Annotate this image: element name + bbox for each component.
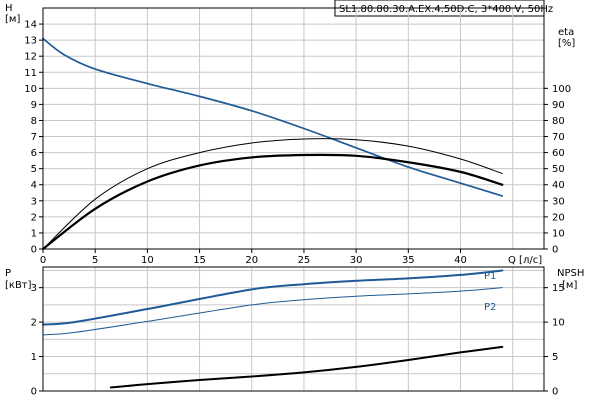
x-tick-label-3: 15 <box>193 255 206 266</box>
y-left-tick-label-top-14: 14 <box>24 20 37 31</box>
y-right-tick-label-top-0: 0 <box>552 245 558 256</box>
chart-title: SL1.80.80.30.A.EX.4.50D.C, 3*400 V, 50Hz <box>339 4 553 15</box>
top-y-left-label-line1: H <box>5 3 13 14</box>
series-line-eta-thick <box>41 153 504 251</box>
series-line-p2 <box>42 287 503 336</box>
series-line-h <box>42 37 504 197</box>
bottom-y-right-label-line1: NPSH <box>557 268 584 279</box>
top-x-label: Q [л/с] <box>508 255 542 266</box>
y-right-tick-label-top-1: 10 <box>552 228 565 239</box>
bottom-plot-frame <box>42 266 545 392</box>
y-left-tick-label-top-3: 3 <box>31 196 37 207</box>
y-right-tick-label-top-4: 40 <box>552 180 565 191</box>
y-left-tick-label-top-8: 8 <box>31 116 37 127</box>
y-left-tick-label-top-12: 12 <box>24 52 37 63</box>
top-plot-ticks: 0 5 10 15 20 25 30 35 40012345678910111213140102… <box>24 20 571 266</box>
y-left-tick-label-top-2: 2 <box>31 212 37 223</box>
x-tick-label-6: 30 <box>350 255 363 266</box>
y-right-tick-label-top-5: 50 <box>552 164 565 175</box>
top-y-right-label-line1: eta <box>558 27 574 38</box>
y-left-tick-label-top-4: 4 <box>31 180 37 191</box>
y-right-tick-label-top-3: 30 <box>552 196 565 207</box>
series-line-npsh <box>109 345 504 389</box>
y-left-tick-label-bottom-3: 3 <box>31 283 37 294</box>
bottom-plot-series <box>42 269 504 389</box>
y-left-tick-label-bottom-2: 2 <box>31 318 37 329</box>
y-left-tick-label-top-0: 0 <box>31 245 37 256</box>
y-left-tick-label-top-10: 10 <box>24 84 37 95</box>
y-left-tick-label-top-7: 7 <box>31 132 37 143</box>
x-tick-label-4: 20 <box>245 255 258 266</box>
y-left-tick-label-top-6: 6 <box>31 148 37 159</box>
legend-p2: P2 <box>484 302 496 313</box>
y-left-tick-label-top-5: 5 <box>31 164 37 175</box>
bottom-y-left-label-line1: P <box>5 268 11 279</box>
bottom-y-left-label-line2: [кВт] <box>5 280 32 291</box>
series-line-eta-thin <box>42 138 503 250</box>
y-left-tick-label-top-13: 13 <box>24 36 37 47</box>
bottom-plot-ticks: 0 1 2 3 0 5 10 15 <box>31 283 565 397</box>
y-right-tick-label-bottom-2: 10 <box>552 318 565 329</box>
y-right-tick-label-top-8: 80 <box>552 116 565 127</box>
y-right-tick-label-top-7: 70 <box>552 132 565 143</box>
y-left-tick-label-top-11: 11 <box>24 68 37 79</box>
y-left-tick-label-bottom-0: 0 <box>31 387 37 398</box>
series-line-p1 <box>42 269 504 326</box>
top-plot-frame <box>42 7 545 250</box>
y-right-tick-label-bottom-3: 15 <box>552 283 565 294</box>
top-y-left-label-line2: [м] <box>5 14 20 25</box>
y-right-tick-label-bottom-1: 5 <box>552 352 558 363</box>
y-right-tick-label-top-2: 20 <box>552 212 565 223</box>
legend-p1: P1 <box>484 271 496 282</box>
y-left-tick-label-top-9: 9 <box>31 100 37 111</box>
x-tick-label-5: 25 <box>298 255 311 266</box>
x-tick-label-2: 10 <box>141 255 154 266</box>
top-y-right-label-line2: [%] <box>558 38 575 49</box>
y-right-tick-label-top-10: 100 <box>552 84 571 95</box>
y-right-tick-label-top-6: 60 <box>552 148 565 159</box>
x-tick-label-0: 0 <box>40 255 46 266</box>
top-plot-series <box>41 37 504 251</box>
y-left-tick-label-top-1: 1 <box>31 228 37 239</box>
y-right-tick-label-top-9: 90 <box>552 100 565 111</box>
y-right-tick-label-bottom-0: 0 <box>552 387 558 398</box>
x-tick-label-7: 35 <box>402 255 415 266</box>
bottom-y-right-label-line2: [м] <box>562 280 577 291</box>
y-left-tick-label-bottom-1: 1 <box>31 352 37 363</box>
x-tick-label-8: 40 <box>454 255 467 266</box>
x-tick-label-1: 5 <box>92 255 98 266</box>
top-plot-grid <box>42 8 544 249</box>
